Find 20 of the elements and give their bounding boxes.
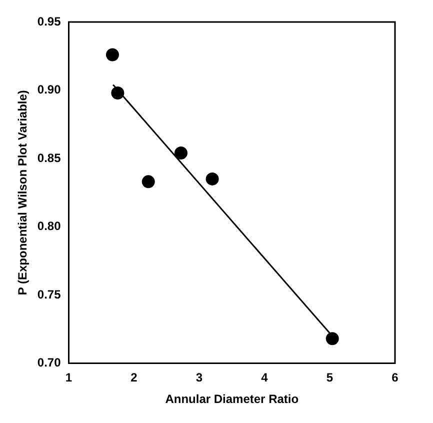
y-tick-label: 0.80 <box>37 219 62 234</box>
x-tick-label: 5 <box>326 370 334 385</box>
x-tick-label: 4 <box>261 370 268 385</box>
point <box>111 86 124 100</box>
point <box>106 48 119 62</box>
x-tick-label: 2 <box>130 370 138 385</box>
point <box>326 332 339 346</box>
y-tick-label: 0.90 <box>37 82 62 97</box>
y-tick-label: 0.75 <box>37 287 62 302</box>
point <box>206 172 219 186</box>
y-tick-label: 0.95 <box>37 14 62 28</box>
y-axis-title: P (Exponential Wilson Plot Variable) <box>16 90 30 296</box>
point <box>142 175 155 188</box>
y-tick-label: 0.85 <box>37 150 62 165</box>
point <box>174 146 188 160</box>
x-tick-label: 3 <box>196 370 203 385</box>
y-tick-label: 0.70 <box>37 356 62 370</box>
x-tick-label: 1 <box>65 370 72 385</box>
x-axis-title: Annular Diameter Ratio <box>165 392 299 406</box>
x-tick-label: 6 <box>392 370 399 385</box>
